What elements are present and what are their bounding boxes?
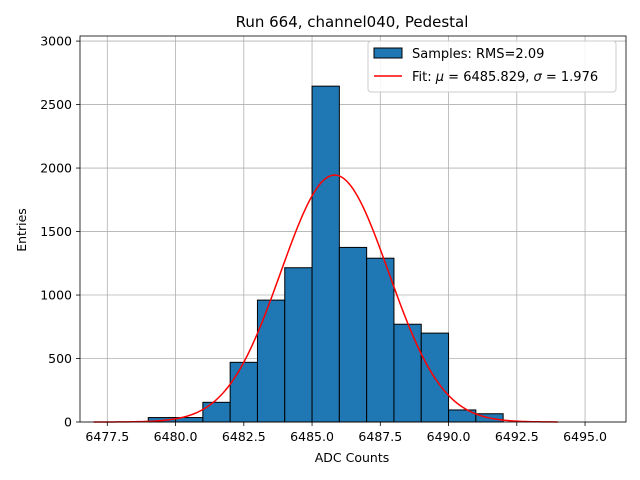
legend-fit-label: Fit: μ = 6485.829, σ = 1.976	[412, 70, 598, 85]
legend-histogram-label: Samples: RMS=2.09	[412, 47, 544, 62]
plot-frame	[79, 35, 627, 423]
x-tick-label: 6490.0	[427, 429, 471, 444]
x-tick-label: 6492.5	[495, 429, 539, 444]
x-tick-label: 6487.5	[358, 429, 402, 444]
y-tick-label: 2000	[40, 161, 72, 176]
y-tick-label: 500	[48, 351, 72, 366]
legend-mu-value: = 6485.829,	[444, 70, 533, 85]
chart-title: Run 664, channel040, Pedestal	[236, 13, 469, 31]
y-tick-label: 1000	[40, 288, 72, 303]
x-axis-label: ADC Counts	[315, 450, 390, 465]
x-tick-label: 6482.5	[222, 429, 266, 444]
histogram-bar	[366, 257, 395, 423]
x-tick-label: 6485.0	[290, 429, 334, 444]
y-tick-label: 1500	[40, 224, 72, 239]
y-axis-ticks: 0 500 1000 1500 2000 2500 3000	[40, 34, 80, 430]
legend-box	[367, 40, 617, 93]
histogram-bar	[393, 323, 422, 423]
y-tick-label: 2500	[40, 97, 72, 112]
legend-sigma-symbol: σ	[534, 70, 543, 85]
legend-sigma-value: = 1.976	[542, 70, 598, 85]
y-tick-label: 3000	[40, 34, 72, 49]
legend-histogram-swatch	[373, 47, 403, 59]
histogram-bar	[256, 299, 286, 423]
histogram-bar	[338, 246, 368, 423]
legend: Samples: RMS=2.09 Fit: μ = 6485.829, σ =…	[367, 40, 617, 93]
legend-fit-prefix: Fit:	[412, 70, 436, 85]
x-axis-ticks: 6477.5 6480.0 6482.5 6485.0 6487.5 6490.0 6492…	[85, 422, 607, 444]
histogram-bar	[311, 85, 340, 423]
histogram-bar	[284, 267, 313, 423]
y-tick-label: 0	[64, 415, 72, 430]
gaussian-fit-curve	[93, 174, 558, 423]
histogram-bar	[229, 361, 258, 423]
x-tick-label: 6495.0	[563, 429, 607, 444]
legend-mu-symbol: μ	[435, 70, 444, 85]
y-axis-label: Entries	[14, 208, 29, 252]
histogram-bar	[202, 401, 231, 423]
x-tick-label: 6477.5	[85, 429, 129, 444]
x-tick-label: 6480.0	[154, 429, 198, 444]
